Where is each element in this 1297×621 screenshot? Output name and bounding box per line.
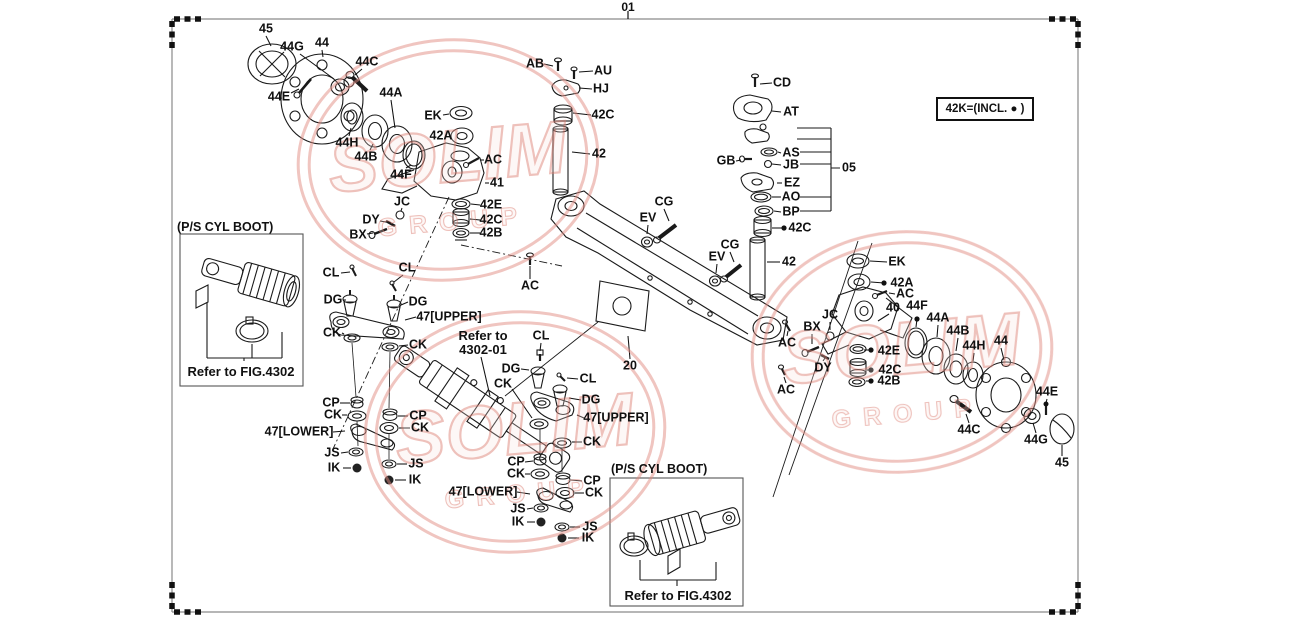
ps-cyl-boot-bottom-title: (P/S CYL BOOT)	[611, 462, 708, 476]
drawing-frame	[171, 18, 1079, 613]
watermark-word: SOLIM	[779, 297, 1025, 401]
watermark-stamp: SOLIM GROUP	[296, 38, 600, 282]
note-42k-kit: 42K=(INCL. ● )	[936, 97, 1034, 121]
ps-cyl-boot-left-caption: Refer to FIG.4302	[187, 364, 295, 379]
watermark-word: SOLIM	[392, 377, 638, 481]
sheet-number: 01	[621, 0, 635, 14]
exploded-parts-art	[179, 43, 1075, 607]
watermark-subword: GROUP	[444, 473, 598, 514]
frame-corner-marks	[169, 16, 1081, 615]
watermark-word: SOLIM	[325, 105, 571, 209]
ps-cyl-boot-bottom-caption: Refer to FIG.4302	[624, 588, 732, 603]
watermark-subword: GROUP	[831, 393, 985, 434]
ps-cyl-boot-left-title: (P/S CYL BOOT)	[177, 220, 274, 234]
watermark-subword: GROUP	[377, 201, 531, 242]
label-leader-lines	[265, 35, 1063, 539]
